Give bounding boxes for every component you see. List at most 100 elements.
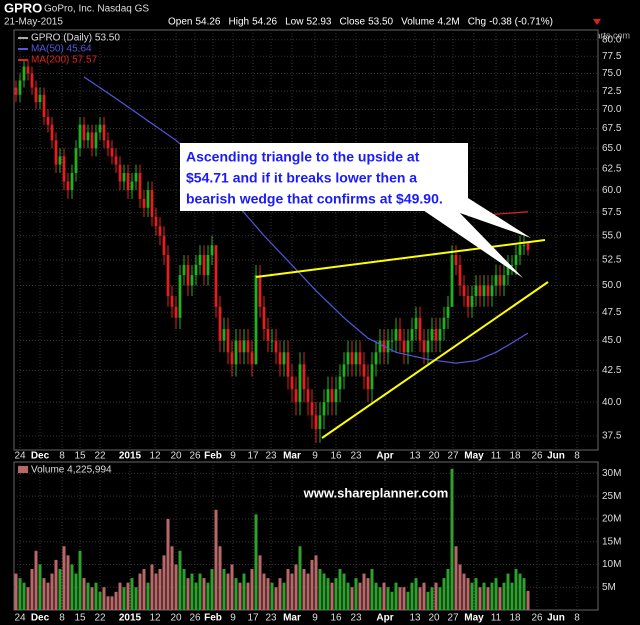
y-tick-label: 45.0 [602, 335, 622, 346]
volume-bar [482, 582, 486, 610]
candle-body [62, 156, 66, 182]
volume-bar [470, 582, 474, 610]
candle-body [402, 340, 406, 353]
volume-bar [66, 555, 70, 610]
volume-bar [226, 573, 230, 610]
candle-body [234, 340, 238, 365]
volume-bar [146, 582, 150, 610]
volume-bar [474, 578, 478, 610]
x-tick-label: Apr [376, 451, 393, 462]
candle-body [326, 389, 330, 403]
volume-bar [358, 582, 362, 610]
volume-bar [134, 587, 138, 610]
volume-bar [430, 587, 434, 610]
candle-body [46, 117, 50, 125]
candle-body [462, 285, 466, 297]
candle-body [166, 254, 170, 297]
x-tick-label: 8 [574, 613, 580, 624]
volume-bar [102, 587, 106, 610]
x-tick-label: 8 [59, 613, 65, 624]
volume-bar [74, 573, 78, 610]
candle-body [426, 340, 430, 353]
volume-bar [310, 559, 314, 610]
candle-body [374, 352, 378, 365]
y-tick-label: 40.0 [602, 397, 622, 408]
volume-bar [78, 550, 82, 610]
down-arrow [593, 19, 601, 25]
candle-body [30, 73, 34, 88]
x-tick-label: 26 [531, 451, 543, 462]
x-tick-label: 23 [265, 451, 277, 462]
volume-bar [442, 578, 446, 610]
volume-bar [334, 578, 338, 610]
candle-body [82, 124, 86, 141]
legend-entry: Volume 4,225,994 [31, 465, 112, 476]
candle-body [22, 66, 26, 81]
x-tick-label: 26 [189, 451, 201, 462]
x-tick-label: 2015 [119, 613, 142, 624]
quote-value: -0.38 (-0.71%) [489, 17, 553, 28]
quote-label: Volume [401, 17, 435, 28]
y-tick-label: 62.5 [602, 163, 622, 174]
candle-body [370, 364, 374, 390]
volume-bar [186, 578, 190, 610]
volume-bar [370, 569, 374, 610]
x-tick-label: 27 [447, 613, 459, 624]
volume-bar [250, 569, 254, 610]
callout-text: Ascending triangle to the upside at $54.7… [186, 149, 443, 207]
candle-body [302, 364, 306, 390]
candle-body [206, 254, 210, 276]
candle-body [502, 275, 506, 286]
volume-bar [282, 582, 286, 610]
candle-body [394, 329, 398, 341]
candle-body [114, 156, 118, 165]
candle-body [286, 352, 290, 377]
volume-bar [466, 578, 470, 610]
volume-bar [62, 546, 66, 610]
candle-body [398, 329, 402, 341]
x-tick-label: 11 [491, 451, 502, 462]
volume-bar [338, 569, 342, 610]
candle-body [246, 340, 250, 353]
volume-bar [90, 587, 94, 610]
volume-bar [270, 582, 274, 610]
candle-body [198, 254, 202, 265]
quote-label: Open [168, 17, 192, 28]
x-tick-label: 9 [230, 613, 236, 624]
candle-body [218, 306, 222, 341]
candle-body [58, 156, 62, 165]
candle-body [434, 329, 438, 341]
candle-body [26, 66, 30, 74]
y-tick-label: 70.0 [602, 104, 622, 115]
annotation-line: $54.71 and if it breaks lower then a [186, 170, 417, 186]
candle-body [242, 340, 246, 353]
volume-bar [422, 582, 426, 610]
volume-bar [242, 573, 246, 610]
candle-body [42, 94, 46, 118]
candle-body [142, 198, 146, 208]
x-tick-label: 24 [14, 613, 26, 624]
volume-bar [414, 578, 418, 610]
volume-bar [502, 582, 506, 610]
volume-bar [302, 569, 306, 610]
candle-body [138, 172, 142, 199]
candle-body [102, 124, 106, 141]
x-tick-label: Feb [204, 613, 222, 624]
candle-body [422, 340, 426, 353]
x-tick-label: 20 [170, 613, 182, 624]
candle-body [258, 275, 262, 307]
volume-bar [150, 564, 154, 610]
candle-body [34, 87, 38, 103]
volume-bar [154, 573, 158, 610]
x-tick-label: 27 [447, 451, 459, 462]
candle-body [314, 415, 318, 429]
x-tick-label: 20 [428, 451, 440, 462]
volume-bar [406, 591, 410, 610]
candle-body [506, 264, 510, 276]
candle-body [414, 317, 418, 330]
candle-body [130, 181, 134, 191]
volume-bar [98, 591, 102, 610]
candle-body [266, 329, 270, 341]
ma-line [83, 76, 529, 364]
candle-body [362, 364, 366, 377]
